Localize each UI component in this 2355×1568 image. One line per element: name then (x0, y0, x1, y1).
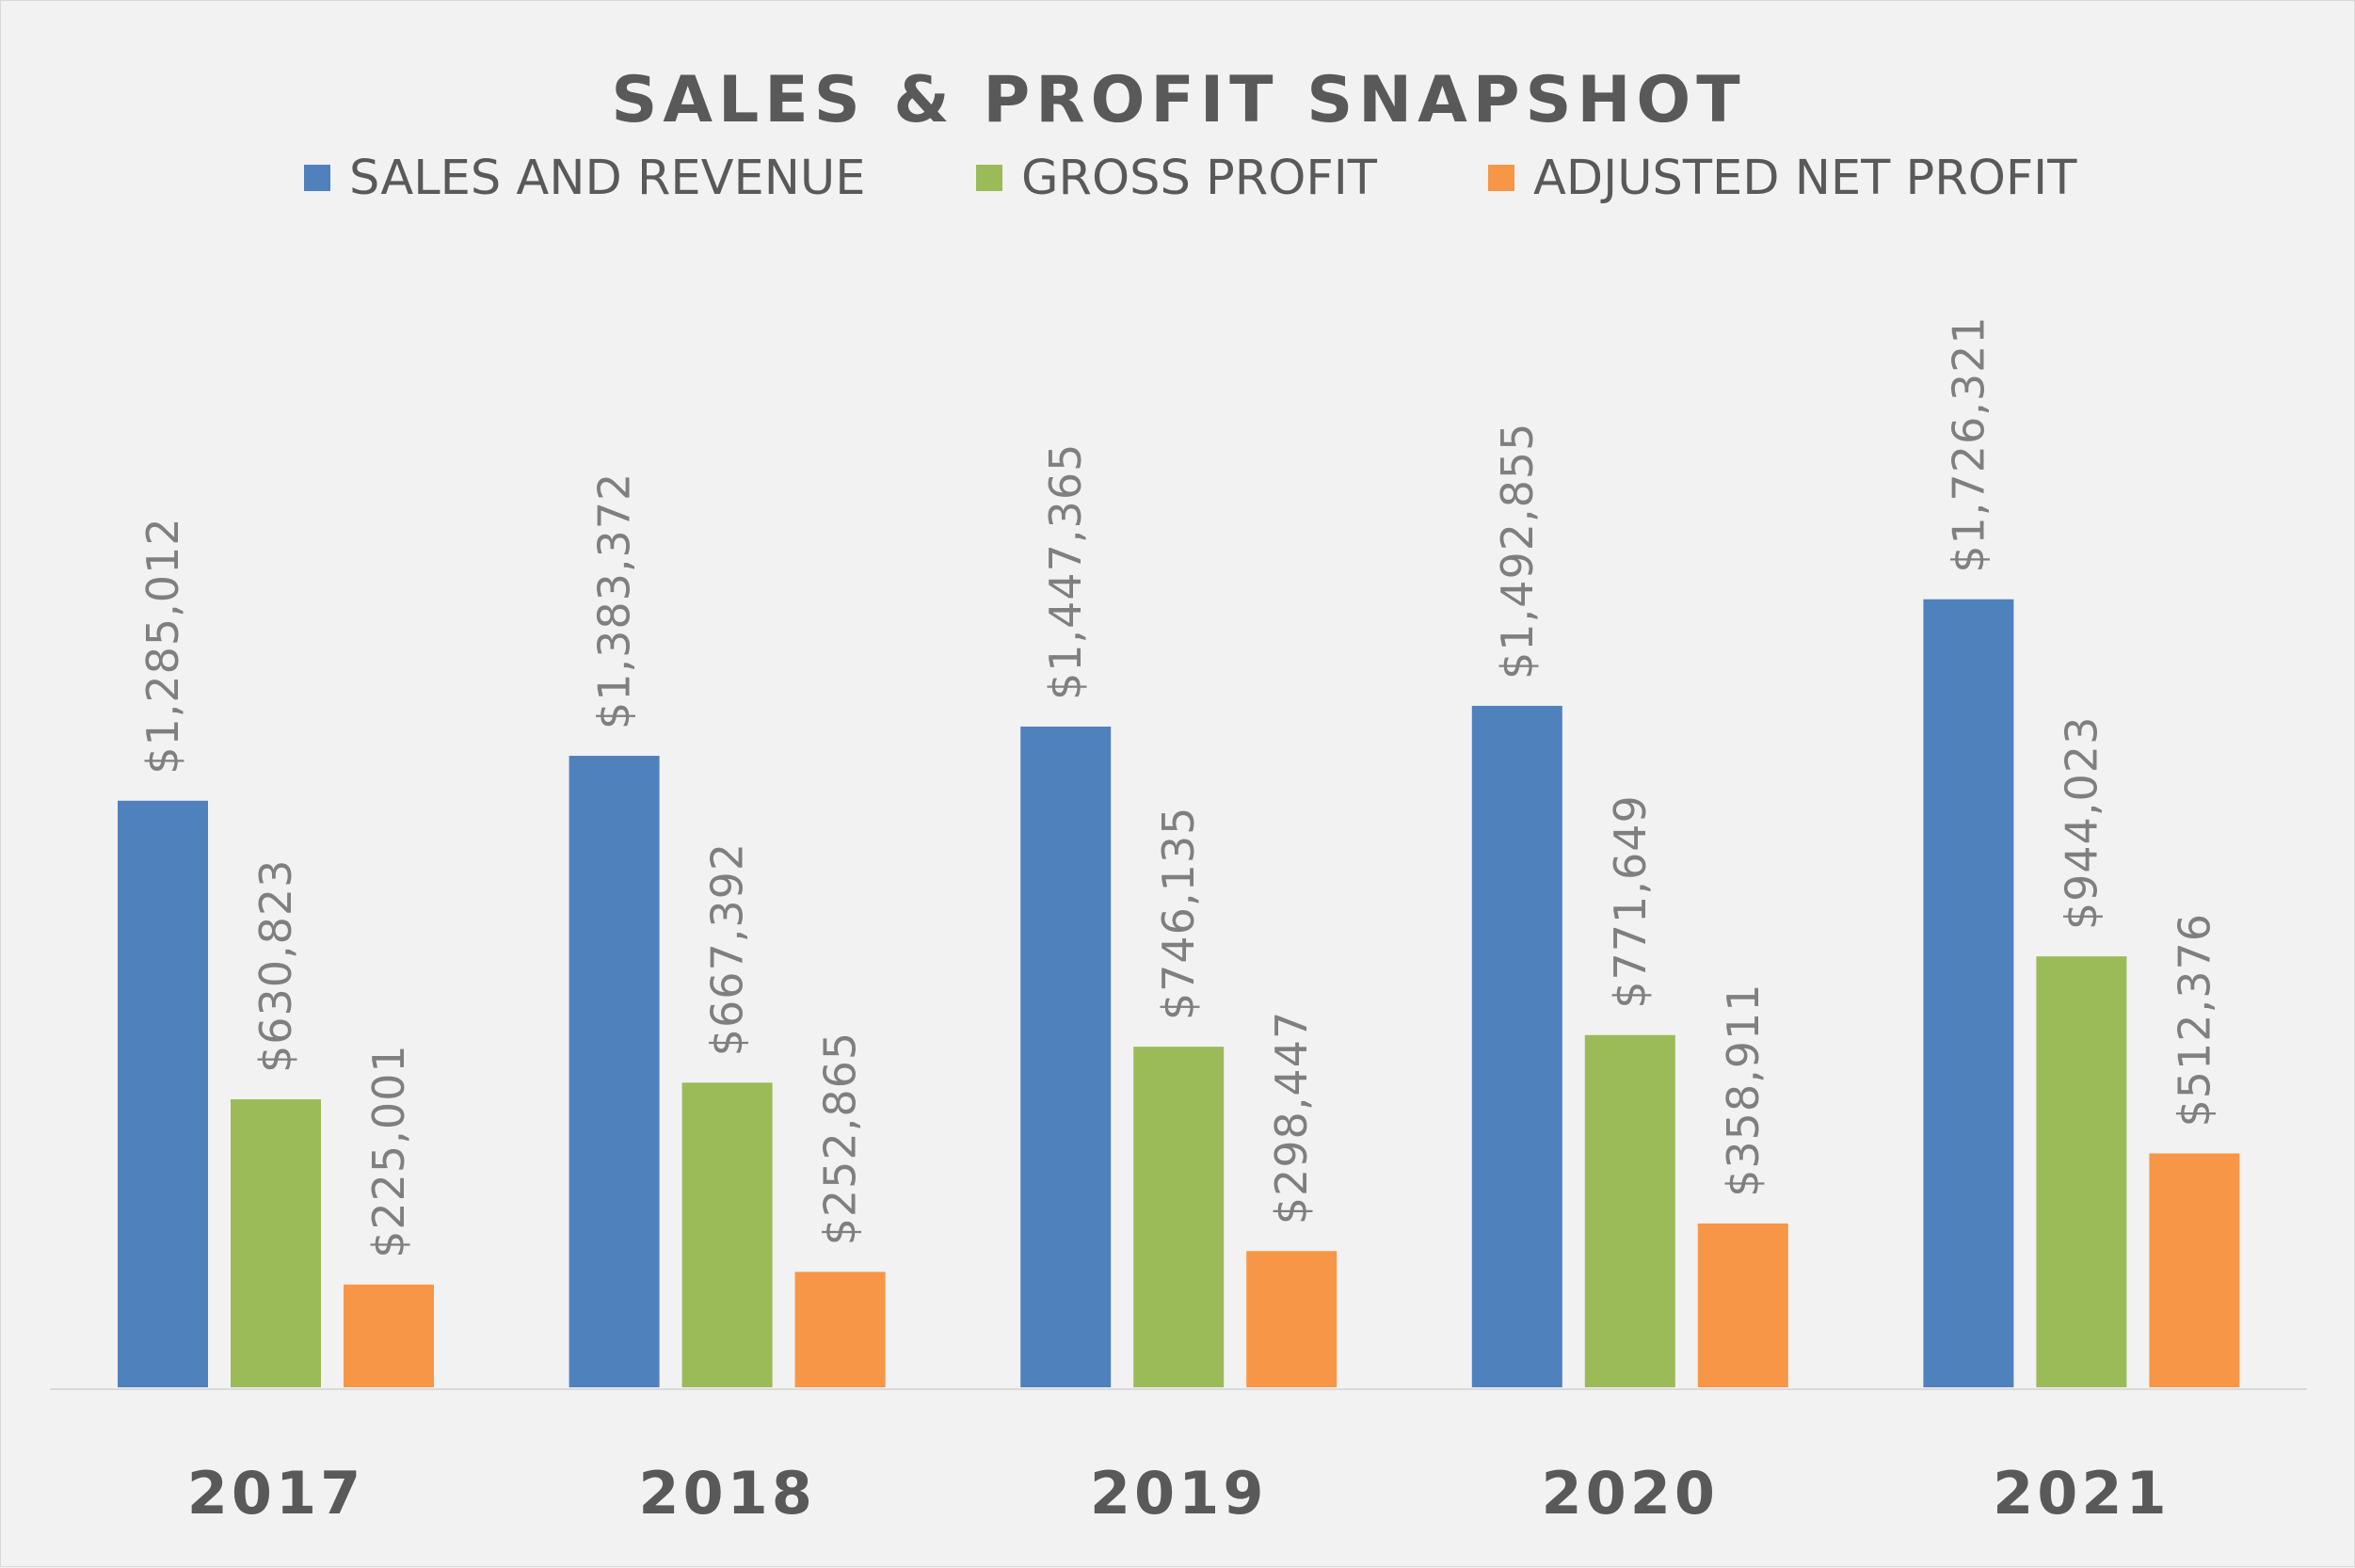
data-label-sales-and-revenue-2017: $1,285,012 (137, 517, 188, 774)
legend-label-sales-and-revenue: SALES AND REVENUE (349, 151, 865, 206)
data-label-sales-and-revenue-2020: $1,492,855 (1492, 423, 1543, 680)
data-label-adjusted-net-profit-2021: $512,376 (2169, 913, 2219, 1128)
bar-sales-and-revenue-2019 (1020, 727, 1112, 1387)
bar-gross-profit-2017 (231, 1099, 321, 1387)
bar-adjusted-net-profit-2020 (1697, 1223, 1788, 1387)
x-tick-label-2018: 2018 (638, 1459, 816, 1528)
data-label-gross-profit-2021: $944,023 (2056, 716, 2107, 931)
data-label-adjusted-net-profit-2020: $358,911 (1718, 983, 1769, 1197)
bar-sales-and-revenue-2020 (1471, 705, 1562, 1387)
bar-adjusted-net-profit-2017 (344, 1284, 434, 1387)
data-labels-group: $1,285,012 $630,823 $225,001 $1,383,372 $667… (137, 315, 2219, 1258)
legend-label-gross-profit: GROSS PROFIT (1021, 151, 1378, 206)
data-label-adjusted-net-profit-2018: $252,865 (815, 1032, 866, 1246)
legend-label-adjusted-net-profit: ADJUSTED NET PROFIT (1533, 151, 2077, 206)
legend-swatch-adjusted-net-profit (1488, 165, 1514, 191)
legend: SALES AND REVENUE GROSS PROFIT ADJUSTED NE… (304, 151, 2077, 206)
bar-sales-and-revenue-2021 (1923, 599, 2014, 1387)
legend-swatch-sales-and-revenue (304, 165, 330, 191)
data-label-sales-and-revenue-2018: $1,383,372 (589, 472, 640, 729)
bar-adjusted-net-profit-2018 (794, 1272, 886, 1387)
bar-gross-profit-2018 (681, 1082, 773, 1387)
bar-adjusted-net-profit-2021 (2149, 1153, 2240, 1387)
bar-gross-profit-2020 (1584, 1034, 1675, 1387)
x-axis-tick-labels: 2017 2018 2019 2020 2021 (187, 1459, 2171, 1528)
data-label-adjusted-net-profit-2019: $298,447 (1266, 1011, 1317, 1225)
bar-adjusted-net-profit-2019 (1246, 1251, 1338, 1387)
x-tick-label-2019: 2019 (1090, 1459, 1268, 1528)
x-tick-label-2020: 2020 (1542, 1459, 1720, 1528)
x-tick-label-2017: 2017 (187, 1459, 365, 1528)
legend-swatch-gross-profit (976, 165, 1002, 191)
chart-title: SALES & PROFIT SNAPSHOT (611, 63, 1745, 137)
bar-gross-profit-2021 (2036, 956, 2127, 1387)
data-label-gross-profit-2017: $630,823 (250, 859, 301, 1074)
data-label-adjusted-net-profit-2017: $225,001 (363, 1044, 414, 1258)
bar-sales-and-revenue-2017 (118, 800, 208, 1387)
bar-sales-and-revenue-2018 (569, 756, 660, 1387)
data-label-gross-profit-2019: $746,135 (1153, 807, 1204, 1021)
data-label-gross-profit-2020: $771,649 (1605, 794, 1656, 1009)
bar-gross-profit-2019 (1133, 1047, 1225, 1387)
data-label-sales-and-revenue-2019: $1,447,365 (1040, 443, 1091, 700)
data-label-gross-profit-2018: $667,392 (702, 842, 753, 1057)
x-tick-label-2021: 2021 (1993, 1459, 2171, 1528)
data-label-sales-and-revenue-2021: $1,726,321 (1943, 315, 1994, 572)
bars-group (118, 599, 2240, 1387)
